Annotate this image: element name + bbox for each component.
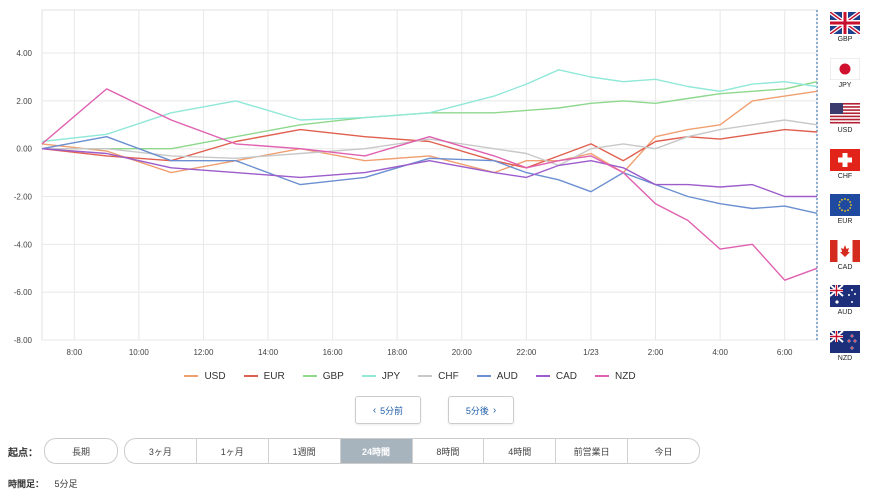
flag-label: AUD [837,309,853,316]
chevron-left-icon: ‹ [372,404,377,416]
next-5min-button[interactable]: 5分後 › [448,396,514,424]
x-tick-label: 10:00 [129,348,150,357]
series-line-jpy [41,69,818,143]
interval-label: 時間足： [8,479,45,489]
long-term-button[interactable]: 長期 [44,438,118,464]
legend-item-chf[interactable]: CHF [418,368,459,384]
legend-label: NZD [614,370,636,382]
interval-row: 時間足： 5分足 [8,477,78,490]
legend-label: JPY [381,370,401,382]
series-line-cad [41,148,817,198]
legend-label: USD [204,370,226,382]
period-tab[interactable]: 4時間 [484,439,557,463]
flag-label: EUR [837,218,853,225]
flag-label: CAD [837,263,853,271]
legend-swatch [535,375,550,377]
prev-5min-label: 5分前 [380,405,404,416]
x-tick-label: 22:00 [516,348,537,357]
x-tick-label: 2:00 [648,348,664,357]
legend-label: CHF [438,370,459,382]
series-line-chf [42,119,818,167]
series-line-eur [41,128,818,169]
period-tab[interactable]: 1ヶ月 [197,439,269,463]
flag-nzd-button[interactable]: NZD [826,329,864,369]
x-tick-label: 20:00 [452,348,473,357]
legend-item-eur[interactable]: EUR [243,368,285,384]
plot-area [41,9,818,341]
interval-value: 5分足 [54,479,78,489]
legend-item-usd[interactable]: USD [184,368,226,384]
chart-legend: USD EUR GBP JPY CHF AUD CAD NZD [0,368,820,384]
flag-usd-button[interactable]: USD [826,101,864,141]
y-tick-label: -6.00 [14,288,33,297]
flag-jpy-button[interactable]: JPY [826,56,864,96]
x-tick-label: 12:00 [193,348,214,357]
period-tab[interactable]: 3ヶ月 [125,439,197,463]
y-tick-label: 4.00 [16,49,32,58]
legend-item-cad[interactable]: CAD [535,368,577,384]
legend-swatch [594,375,609,377]
period-tab[interactable]: 1週間 [269,439,341,463]
flag-gbp-button[interactable]: GBP [826,10,864,50]
start-point-label: 起点： [8,448,38,459]
legend-label: EUR [263,370,285,382]
prev-5min-button[interactable]: ‹ 5分前 [355,396,421,424]
flag-aud-button[interactable]: AUD [826,283,864,323]
chevron-right-icon: › [492,404,497,416]
period-tab[interactable]: 24時間 [340,439,413,463]
period-tab[interactable]: 今日 [654,446,673,457]
x-tick-label: 16:00 [323,348,344,357]
x-tick-label: 18:00 [387,348,408,357]
flag-label: GBP [837,36,853,43]
flag-label: NZD [837,354,853,362]
series-line-nzd [41,88,818,281]
flag-eur-button[interactable]: EUR [826,192,864,232]
legend-label: AUD [496,370,518,382]
legend-swatch [184,375,199,377]
y-tick-label: -2.00 [14,193,33,202]
legend-item-gbp[interactable]: GBP [302,368,344,384]
legend-label: CAD [555,370,577,382]
y-tick-label: 0.00 [16,145,32,154]
period-tab[interactable]: 前営業日 [556,439,629,463]
y-tick-label: -8.00 [14,336,33,345]
legend-swatch [361,375,376,377]
x-tick-label: 8:00 [67,348,83,357]
series-line-gbp [42,81,818,150]
legend-swatch [418,375,433,377]
flag-label: CHF [837,172,853,180]
flag-label: USD [837,127,853,134]
series-line-aud [41,135,818,214]
y-tick-label: 2.00 [16,97,32,106]
legend-swatch [476,375,491,377]
currency-strength-chart: 4.00 2.00 0.00 -2.00 -4.00 -6.00 -8.00 8:00 10:0… [14,9,818,357]
legend-item-jpy[interactable]: JPY [361,368,401,384]
x-tick-label: 1/23 [583,348,599,357]
x-tick-label: 6:00 [777,348,793,357]
series-line-usd [41,90,818,174]
legend-item-aud[interactable]: AUD [476,368,518,384]
flag-chf-button[interactable]: CHF [826,147,864,187]
period-tab[interactable]: 8時間 [413,439,485,463]
flag-cad-button[interactable]: CAD [826,238,864,278]
y-tick-label: -4.00 [14,240,33,249]
period-selector: 3ヶ月 1ヶ月 1週間 24時間 8時間 4時間 前営業日 今日 [124,438,700,464]
legend-label: GBP [322,370,344,382]
legend-swatch [302,375,317,377]
x-tick-label: 14:00 [258,348,279,357]
flag-label: JPY [838,81,852,89]
x-tick-label: 4:00 [712,348,728,357]
next-5min-label: 5分後 [465,405,489,416]
legend-swatch [243,375,258,377]
legend-item-nzd[interactable]: NZD [594,368,636,384]
